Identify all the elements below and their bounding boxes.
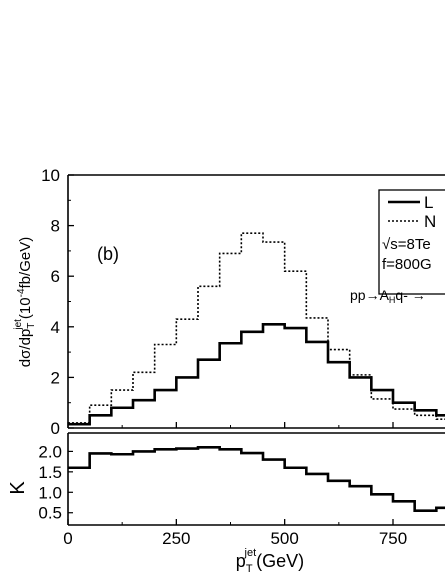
legend: L N √s=8Te f=800G [378, 189, 445, 295]
top-y-axis-label: dσ/dpTjet(10-4fb/GeV) [13, 237, 37, 367]
bottom-y-tick-label: 1.0 [38, 483, 62, 502]
panel-label: (b) [97, 244, 119, 264]
legend-note-scale: f=800G [382, 256, 432, 273]
series-nlo-line [68, 232, 445, 424]
x-axis-label: pTjet(GeV) [236, 547, 304, 575]
top-y-tick-label: 2 [51, 368, 60, 387]
x-tick-label: 500 [270, 529, 298, 548]
top-y-tick-label: 4 [51, 318, 60, 337]
legend-label-lo: L [424, 193, 433, 212]
bottom-y-tick-label: 1.5 [38, 463, 62, 482]
top-y-tick-label: 0 [51, 419, 60, 438]
legend-label-nlo: N [424, 212, 436, 231]
top-y-ticks: 0 2 4 6 8 10 [41, 166, 74, 438]
top-y-tick-label: 6 [51, 267, 60, 286]
top-x-ticks [67, 422, 394, 428]
bottom-y-tick-label: 0.5 [38, 504, 62, 523]
top-y-tick-label: 8 [51, 217, 60, 236]
x-tick-label: 750 [379, 529, 407, 548]
x-tick-label: 250 [162, 529, 190, 548]
top-y-tick-label: 10 [41, 166, 60, 185]
legend-box [378, 189, 445, 295]
x-tick-label: 0 [63, 529, 72, 548]
bottom-x-ticks: 0 250 500 750 [63, 519, 407, 548]
bottom-y-ticks: 2.0 1.51.0 0.5 [38, 442, 73, 523]
series-lo-line [68, 322, 445, 426]
bottom-y-axis-label: K [7, 481, 29, 495]
bottom-panel: 2.0 1.51.0 0.5 0 250 500 750 K pTjet(GeV) [7, 422, 445, 575]
series-k-factor-line [68, 446, 445, 512]
bottom-y-tick-label: 2.0 [38, 442, 62, 461]
legend-note-energy: √s=8Te [382, 236, 431, 253]
process-annotation: pp→AHq- → [350, 287, 426, 305]
